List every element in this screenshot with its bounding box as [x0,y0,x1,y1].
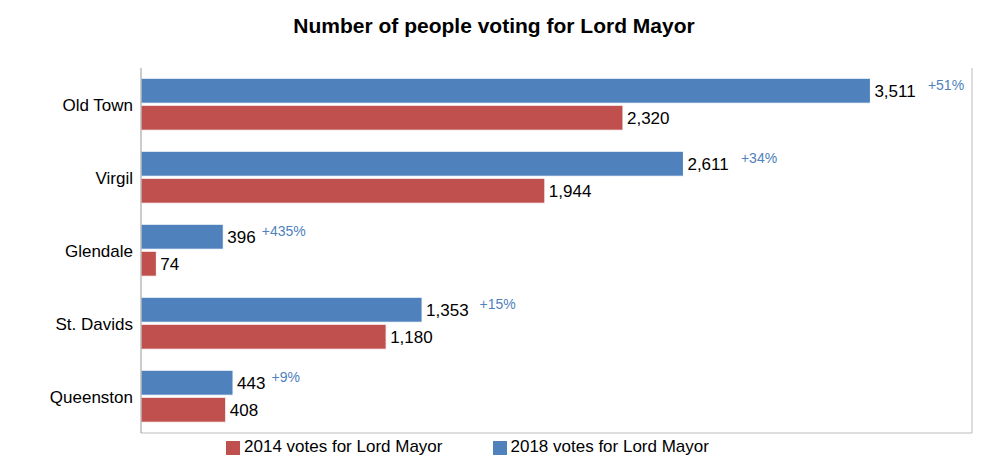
svg-text:2,611: 2,611 [687,155,728,174]
svg-text:+15%: +15% [480,296,516,312]
svg-text:+51%: +51% [928,77,964,93]
svg-text:396: 396 [227,228,255,247]
svg-text:408: 408 [230,401,258,420]
svg-text:74: 74 [160,255,179,274]
svg-text:443: 443 [237,374,265,393]
svg-text:+34%: +34% [741,150,777,166]
svg-text:+435%: +435% [262,223,306,239]
html-text:Number of people voting for Lo: Number of people voting for Lord Mayor [293,14,695,37]
svg-text:1,353: 1,353 [426,301,469,320]
svg-text:1,944: 1,944 [549,182,592,201]
svg-text:3,511: 3,511 [874,82,915,101]
svg-text:Glendale: Glendale [65,242,133,261]
svg-text:Queenston: Queenston [50,388,133,407]
svg-text:St. Davids: St. Davids [56,315,133,334]
svg-text:+9%: +9% [272,369,300,385]
html-text:2014 votes for Lord Mayor: 2014 votes for Lord Mayor [244,437,443,456]
svg-text:Old Town: Old Town [62,96,133,115]
svg-text:Virgil: Virgil [96,169,133,188]
html-text:2018 votes for Lord Mayor: 2018 votes for Lord Mayor [510,437,709,456]
svg-text:2,320: 2,320 [627,109,670,128]
svg-text:1,180: 1,180 [390,328,433,347]
